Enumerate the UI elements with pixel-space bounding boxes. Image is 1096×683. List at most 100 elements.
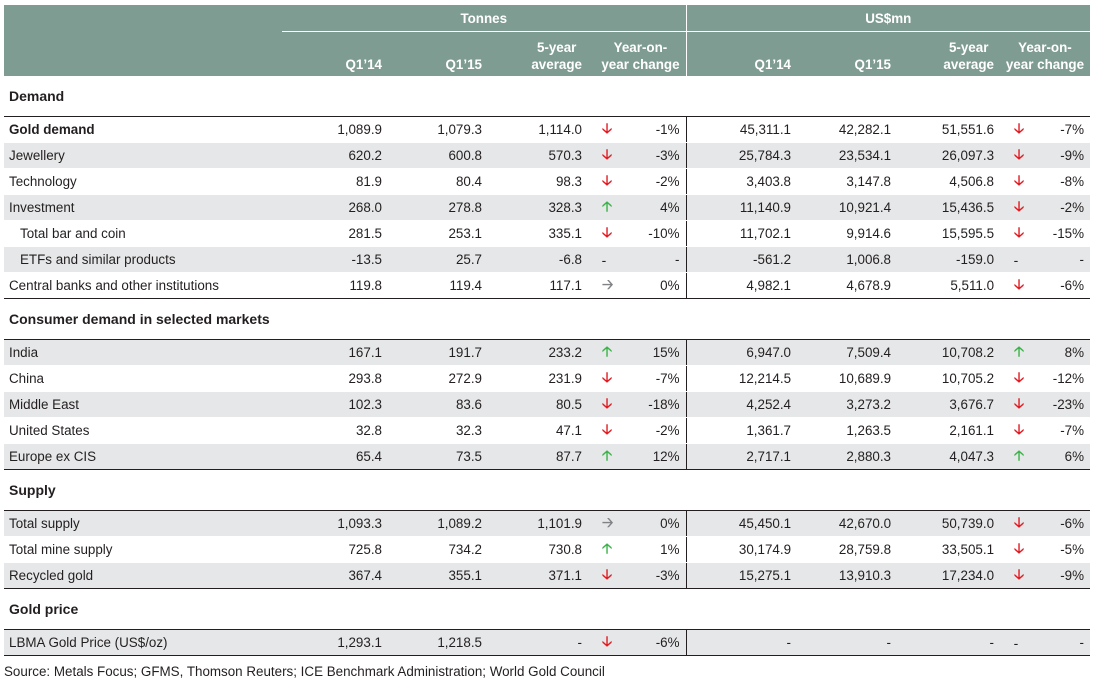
header-change-usd: Year-on-year change bbox=[1000, 31, 1091, 76]
cell-avg-usd: 4,047.3 bbox=[897, 443, 1001, 470]
cell-q114-usd: 25,784.3 bbox=[685, 142, 798, 169]
cell-avg-usd: 5,511.0 bbox=[897, 272, 1001, 299]
section-title: Consumer demand in selected markets bbox=[4, 298, 1091, 340]
table-row-jewellery: Jewellery 620.2 600.8 570.3 🡣 -3% 25,784.3 23,5… bbox=[4, 142, 1091, 169]
section-title: Supply bbox=[4, 469, 1091, 511]
row-label: Gold demand bbox=[4, 116, 282, 143]
header-q114-usd: Q1’14 bbox=[685, 31, 798, 76]
section-consumer: Consumer demand in selected markets bbox=[4, 298, 1091, 340]
cell-avg-usd: 2,161.1 bbox=[897, 417, 1001, 444]
trend-arrow-down-icon: 🡣 bbox=[1000, 510, 1033, 537]
cell-q114-usd: 15,275.1 bbox=[685, 562, 798, 589]
section-title: Demand bbox=[4, 76, 1091, 117]
cell-q114-usd: -561.2 bbox=[685, 246, 798, 273]
cell-q114-tonnes: 1,293.1 bbox=[282, 629, 388, 656]
cell-q115-tonnes: 80.4 bbox=[388, 168, 488, 195]
cell-change-tonnes: -1% bbox=[620, 116, 687, 143]
cell-q114-tonnes: -13.5 bbox=[282, 246, 388, 273]
row-label: Europe ex CIS bbox=[4, 443, 282, 470]
cell-q114-tonnes: 293.8 bbox=[282, 365, 388, 392]
table-row-united-states: United States 32.8 32.3 47.1 🡣 -2% 1,361.7 1,26… bbox=[4, 417, 1091, 444]
cell-change-usd: -6% bbox=[1032, 510, 1091, 537]
trend-arrow-up-icon: 🡡 bbox=[588, 194, 620, 221]
table-row-bar-coin: Total bar and coin 281.5 253.1 335.1 🡣 -10% 11… bbox=[4, 220, 1091, 247]
cell-avg-usd: 50,739.0 bbox=[897, 510, 1001, 537]
section-supply: Supply bbox=[4, 469, 1091, 511]
cell-avg-tonnes: 1,101.9 bbox=[488, 510, 588, 537]
row-label: Total supply bbox=[4, 510, 282, 537]
cell-q115-usd: 1,006.8 bbox=[797, 246, 898, 273]
cell-q115-usd: 4,678.9 bbox=[797, 272, 898, 299]
row-label: Total mine supply bbox=[4, 536, 282, 563]
cell-change-usd: -5% bbox=[1032, 536, 1091, 563]
cell-avg-usd: 51,551.6 bbox=[897, 116, 1001, 143]
cell-change-usd: -15% bbox=[1032, 220, 1091, 247]
trend-arrow-down-icon: 🡣 bbox=[588, 629, 620, 656]
cell-q115-tonnes: 83.6 bbox=[388, 391, 488, 418]
cell-q115-tonnes: 253.1 bbox=[388, 220, 488, 247]
cell-avg-tonnes: 1,114.0 bbox=[488, 116, 588, 143]
cell-q114-usd: 4,252.4 bbox=[685, 391, 798, 418]
cell-q115-usd: 13,910.3 bbox=[797, 562, 898, 589]
cell-change-tonnes: 0% bbox=[620, 272, 687, 299]
cell-change-usd: -12% bbox=[1032, 365, 1091, 392]
row-label: Recycled gold bbox=[4, 562, 282, 589]
trend-arrow-up-icon: 🡡 bbox=[1000, 339, 1033, 366]
cell-q115-tonnes: 32.3 bbox=[388, 417, 488, 444]
cell-avg-tonnes: 117.1 bbox=[488, 272, 588, 299]
cell-q114-usd: - bbox=[685, 629, 798, 656]
header-change-tonnes: Year-on-year change bbox=[588, 31, 687, 76]
cell-q115-usd: - bbox=[797, 629, 898, 656]
trend-arrow-up-icon: 🡡 bbox=[588, 443, 620, 470]
cell-change-tonnes: -18% bbox=[620, 391, 687, 418]
table-row-central-banks: Central banks and other institutions 119.… bbox=[4, 272, 1091, 299]
cell-avg-tonnes: 570.3 bbox=[488, 142, 588, 169]
cell-q115-tonnes: 272.9 bbox=[388, 365, 488, 392]
trend-arrow-down-icon: 🡣 bbox=[1000, 220, 1033, 247]
cell-q115-tonnes: 734.2 bbox=[388, 536, 488, 563]
cell-change-tonnes: 4% bbox=[620, 194, 687, 221]
cell-change-tonnes: 0% bbox=[620, 510, 687, 537]
cell-q115-usd: 9,914.6 bbox=[797, 220, 898, 247]
cell-avg-usd: - bbox=[897, 629, 1001, 656]
trend-arrow-down-icon: 🡣 bbox=[1000, 168, 1033, 195]
trend-arrow-up-icon: 🡡 bbox=[1000, 443, 1033, 470]
table-row-mine-supply: Total mine supply 725.8 734.2 730.8 🡡 1% 30,17… bbox=[4, 536, 1091, 563]
cell-avg-usd: 15,595.5 bbox=[897, 220, 1001, 247]
cell-change-tonnes: -3% bbox=[620, 562, 687, 589]
header-group-row: Tonnes US$mn bbox=[4, 5, 1091, 32]
section-price: Gold price bbox=[4, 588, 1091, 630]
cell-q114-usd: 12,214.5 bbox=[685, 365, 798, 392]
cell-change-usd: -23% bbox=[1032, 391, 1091, 418]
trend-arrow-down-icon: 🡣 bbox=[1000, 272, 1033, 299]
cell-q115-usd: 1,263.5 bbox=[797, 417, 898, 444]
cell-avg-tonnes: 730.8 bbox=[488, 536, 588, 563]
cell-change-tonnes: 1% bbox=[620, 536, 687, 563]
cell-q115-usd: 10,921.4 bbox=[797, 194, 898, 221]
cell-q115-usd: 2,880.3 bbox=[797, 443, 898, 470]
cell-q114-usd: 6,947.0 bbox=[685, 339, 798, 366]
cell-q114-tonnes: 32.8 bbox=[282, 417, 388, 444]
cell-avg-tonnes: 233.2 bbox=[488, 339, 588, 366]
table-row-etfs: ETFs and similar products -13.5 25.7 -6.8- -… bbox=[4, 246, 1091, 273]
cell-q114-tonnes: 65.4 bbox=[282, 443, 388, 470]
cell-q115-tonnes: 278.8 bbox=[388, 194, 488, 221]
trend-arrow-down-icon: 🡣 bbox=[1000, 142, 1033, 169]
row-label: Middle East bbox=[4, 391, 282, 418]
table-row-china: China 293.8 272.9 231.9 🡣 -7% 12,214.5 10,689.9… bbox=[4, 365, 1091, 392]
cell-q115-usd: 42,670.0 bbox=[797, 510, 898, 537]
cell-q114-usd: 30,174.9 bbox=[685, 536, 798, 563]
cell-q114-tonnes: 620.2 bbox=[282, 142, 388, 169]
cell-q114-usd: 11,702.1 bbox=[685, 220, 798, 247]
cell-q114-tonnes: 281.5 bbox=[282, 220, 388, 247]
gold-demand-table: Tonnes US$mn Q1’14 Q1’15 5-year average Y… bbox=[4, 5, 1091, 656]
cell-q115-usd: 23,534.1 bbox=[797, 142, 898, 169]
trend-arrow-down-icon: 🡣 bbox=[1000, 391, 1033, 418]
table-row-india: India 167.1 191.7 233.2 🡡 15% 6,947.0 7,509.4 10… bbox=[4, 339, 1091, 366]
cell-change-tonnes: -7% bbox=[620, 365, 687, 392]
row-label: Central banks and other institutions bbox=[4, 272, 282, 299]
trend-arrow-down-icon: 🡣 bbox=[1000, 365, 1033, 392]
cell-avg-tonnes: 335.1 bbox=[488, 220, 588, 247]
header-avg-usd: 5-year average bbox=[897, 31, 1001, 76]
cell-avg-tonnes: 231.9 bbox=[488, 365, 588, 392]
